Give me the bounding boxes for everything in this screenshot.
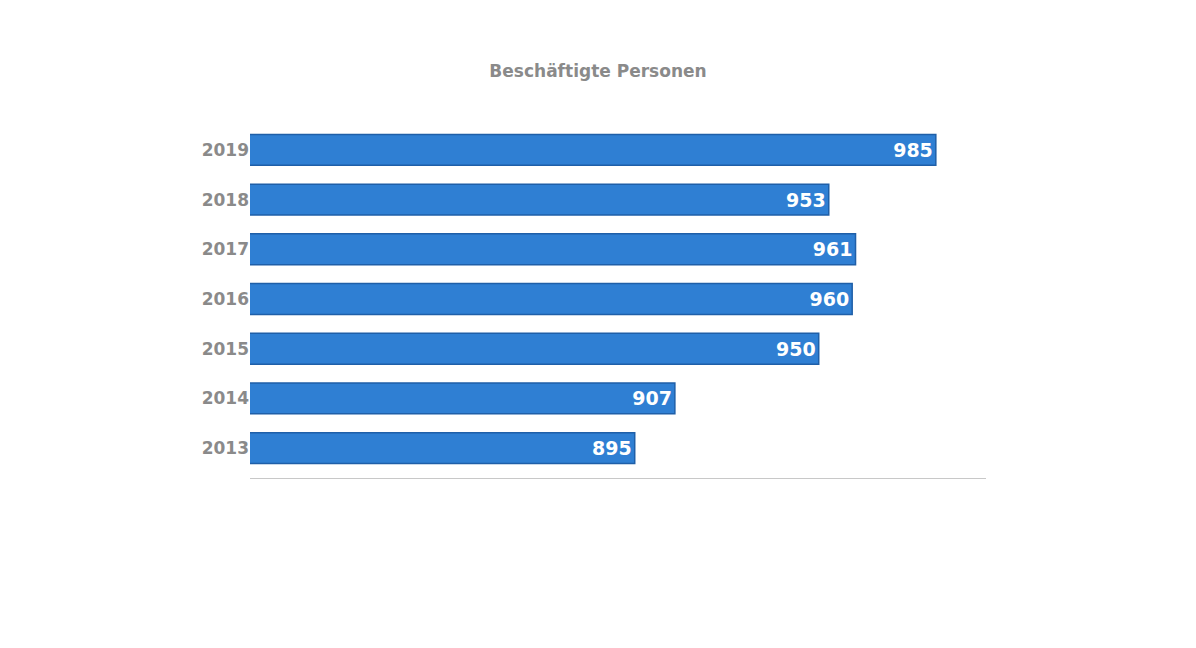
svg-text:2013: 2013: [202, 438, 249, 458]
svg-text:907: 907: [632, 387, 672, 409]
svg-text:2015: 2015: [202, 339, 249, 359]
svg-text:2019: 2019: [202, 140, 249, 160]
svg-text:961: 961: [813, 238, 853, 260]
svg-text:960: 960: [810, 288, 850, 310]
svg-text:2018: 2018: [202, 190, 249, 210]
svg-text:953: 953: [786, 189, 826, 211]
svg-text:950: 950: [776, 338, 816, 360]
svg-text:2014: 2014: [202, 388, 249, 408]
svg-text:Beschäftigte Personen: Beschäftigte Personen: [489, 61, 706, 81]
svg-text:2017: 2017: [202, 239, 249, 259]
svg-text:985: 985: [893, 139, 933, 161]
svg-text:895: 895: [592, 437, 632, 459]
svg-text:2016: 2016: [202, 289, 249, 309]
